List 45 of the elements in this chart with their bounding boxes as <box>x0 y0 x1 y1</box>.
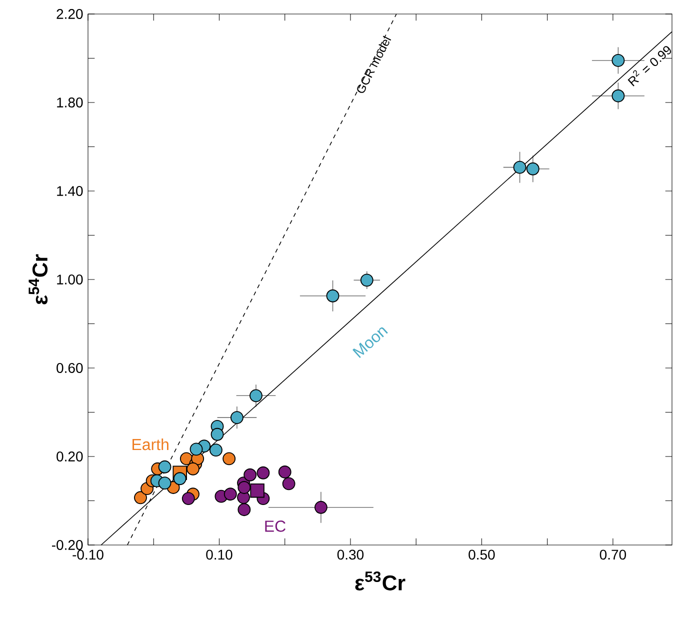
point <box>360 274 374 287</box>
x-tick-label: 0.10 <box>206 550 232 560</box>
point <box>158 476 172 490</box>
point <box>513 160 526 174</box>
y-tick-label: 2.20 <box>56 9 83 19</box>
point <box>186 462 200 476</box>
point <box>612 54 625 67</box>
point <box>134 491 147 504</box>
y-tick-label: 1.00 <box>57 274 83 284</box>
point <box>222 452 236 466</box>
y-tick-label: -0.20 <box>52 540 83 550</box>
point <box>190 442 203 456</box>
point <box>238 503 251 516</box>
text: GCR model <box>357 36 392 93</box>
point <box>282 477 296 490</box>
point <box>256 466 270 480</box>
point <box>250 389 262 402</box>
point <box>209 444 222 457</box>
point <box>278 466 292 478</box>
x-tick-label: 0.50 <box>468 550 495 560</box>
point <box>526 162 540 176</box>
x-tick-label: -0.10 <box>72 550 104 560</box>
point <box>173 472 186 486</box>
series-label: EC <box>265 520 286 532</box>
point <box>182 492 195 506</box>
x-tick-label: 0.30 <box>337 550 364 560</box>
point <box>612 89 625 102</box>
x-tick-label: 0.70 <box>600 550 626 560</box>
point <box>210 428 224 441</box>
y-axis-title: ε$^{54}$Cr <box>28 254 48 304</box>
y-tick-label: 1.80 <box>57 98 83 108</box>
y-tick-label: 1.40 <box>57 186 83 196</box>
point <box>326 289 340 302</box>
y-tick-label: 0.20 <box>56 452 83 462</box>
point <box>314 500 328 514</box>
x-axis-title: ε$^{53}$Cr <box>355 571 406 590</box>
y-tick-label: 0.60 <box>56 363 83 373</box>
point <box>224 488 237 501</box>
point <box>244 468 257 482</box>
annotation: R$^{2}$ = 0.99 <box>628 46 672 86</box>
point <box>158 460 172 474</box>
series-label: Earth <box>132 438 168 450</box>
point <box>230 411 244 424</box>
point <box>238 481 251 494</box>
point <box>250 483 264 498</box>
